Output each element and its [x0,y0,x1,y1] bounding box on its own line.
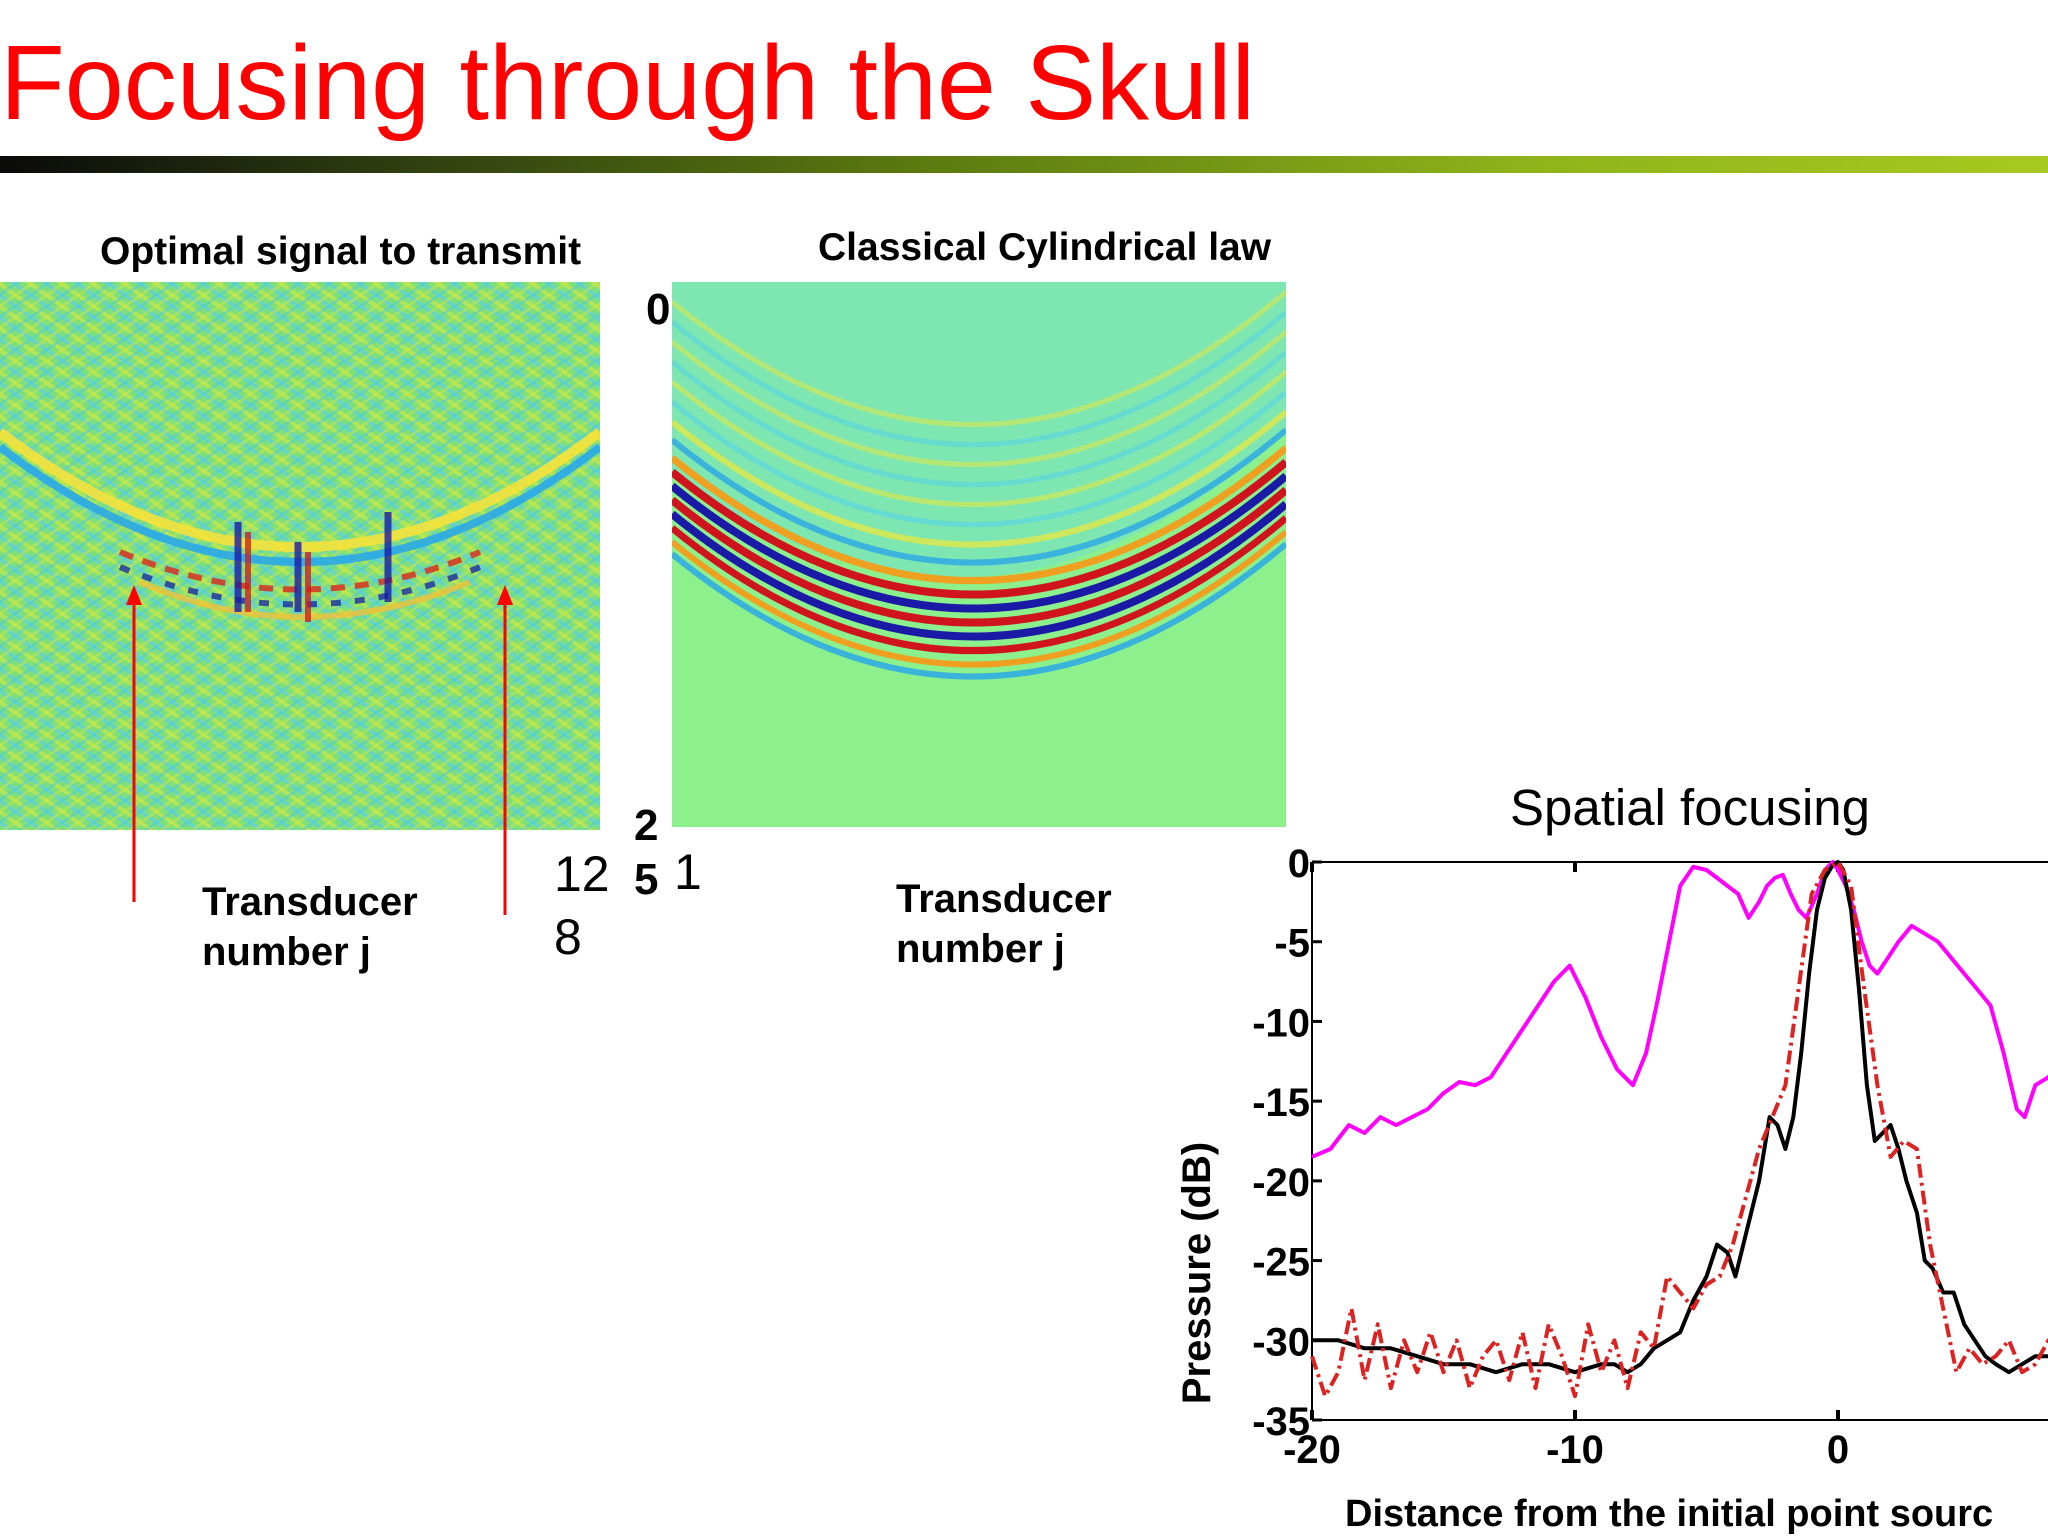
spatial-focusing-chart: Spatial focusing Pressure (dB) Distance … [1175,779,2048,1535]
x-tick-label: 0 [1827,1428,1849,1472]
middle-xlabel-line1: Transducer [896,877,1112,921]
middle-y-tick-25-bottom: 5 [634,855,659,904]
y-tick-label: -10 [1252,1001,1310,1045]
y-tick-label: -20 [1252,1161,1310,1205]
left-tick-128-top: 12 [554,846,610,902]
chart-ylabel: Pressure (dB) [1175,1142,1219,1404]
left-panel-title: Optimal signal to transmit [100,230,582,273]
optimal-signal-colormap [0,282,600,830]
chart-title: Spatial focusing [1510,779,1870,836]
middle-y-tick-25-top: 2 [634,801,659,850]
arrow-right-icon [497,585,513,605]
middle-x-tick-1: 1 [674,844,702,900]
y-tick-label: -15 [1252,1081,1310,1125]
left-panel-arrows [126,585,513,915]
left-xlabel-line1: Transducer [202,880,418,924]
x-tick-label: -10 [1546,1428,1604,1472]
middle-panel-title: Classical Cylindrical law [818,226,1272,269]
left-tick-128-bottom: 8 [554,909,582,965]
y-tick-label: -5 [1274,922,1310,966]
cylindrical-law-colormap [672,282,1286,827]
arrow-left-icon [126,585,142,605]
y-tick-label: 0 [1288,842,1310,886]
y-tick-label: -35 [1252,1400,1310,1444]
slide-title: Focusing through the Skull [0,24,1256,142]
title-underline-bar [0,156,2048,173]
y-tick-label: -25 [1252,1241,1310,1285]
middle-xlabel-line2: number j [896,927,1065,971]
middle-y-tick-0: 0 [646,285,671,334]
series-line-2 [1310,860,2048,1399]
series-line-1 [1312,860,2048,1375]
x-tick-label: -20 [1283,1428,1341,1472]
series-line-0 [1311,860,2048,1159]
left-xlabel-line2: number j [202,930,371,974]
chart-xlabel: Distance from the initial point sourc [1345,1493,1993,1535]
y-tick-label: -30 [1252,1320,1310,1364]
